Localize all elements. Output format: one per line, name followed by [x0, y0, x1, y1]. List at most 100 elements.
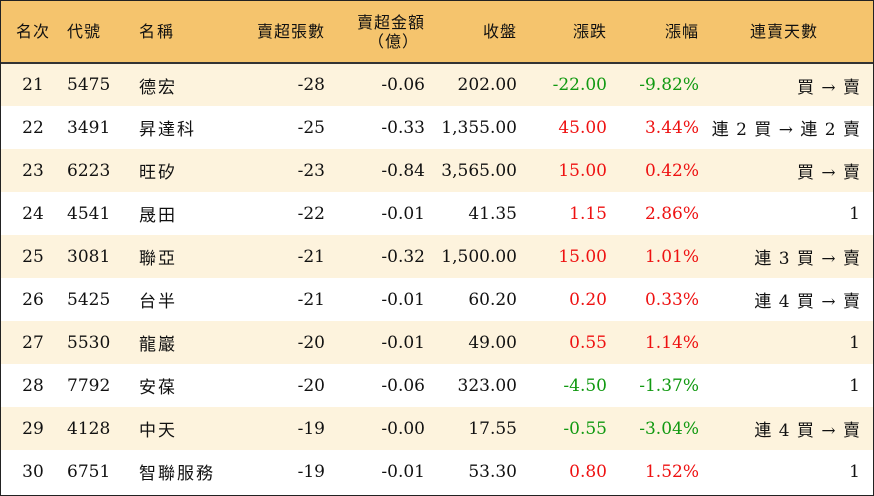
header-row: 名次 代號 名稱 賣超張數 賣超金額 （億） 收盤 漲跌 漲幅 連賣天數	[1, 1, 873, 64]
cell-rank: 27	[22, 332, 44, 353]
header-net-sell-amount-line2: （億）	[367, 31, 419, 51]
cell-net-sell-lots: -20	[297, 332, 325, 353]
cell-rank: 25	[22, 246, 44, 267]
cell-code: 5475	[67, 75, 111, 95]
table-row: 27 5530 龍巖 -20 -0.01 49.00 0.55 1.14% 1	[1, 321, 873, 364]
header-change: 漲跌	[525, 1, 615, 64]
cell-change-pct: 2.86%	[644, 203, 699, 224]
cell-rank: 22	[22, 117, 44, 138]
cell-change: 45.00	[558, 117, 607, 138]
cell-name: 台半	[139, 292, 177, 312]
cell-change: -22.00	[552, 75, 607, 95]
cell-net-sell-lots: -19	[297, 418, 325, 439]
cell-net-sell-lots: -22	[297, 203, 325, 224]
cell-code: 7792	[67, 375, 111, 396]
header-close: 收盤	[433, 1, 525, 64]
cell-consecutive-days: 連 4 買 → 賣	[754, 421, 861, 441]
cell-close: 1,500.00	[441, 246, 517, 267]
cell-rank: 29	[22, 418, 44, 439]
table-row: 24 4541 晟田 -22 -0.01 41.35 1.15 2.86% 1	[1, 192, 873, 235]
cell-net-sell-lots: -28	[297, 75, 325, 95]
cell-change: 1.15	[569, 203, 607, 224]
cell-net-sell-amount: -0.84	[381, 160, 425, 181]
cell-name: 旺矽	[139, 163, 177, 183]
cell-change-pct: -9.82%	[639, 75, 699, 95]
cell-change-pct: 1.14%	[644, 332, 699, 353]
cell-net-sell-amount: -0.01	[381, 332, 425, 353]
cell-change: -4.50	[563, 375, 607, 396]
cell-name: 晟田	[139, 206, 177, 226]
cell-code: 5530	[67, 332, 111, 353]
cell-name: 昇達科	[139, 120, 196, 140]
cell-code: 4128	[67, 418, 111, 439]
cell-change-pct: 0.33%	[644, 289, 699, 310]
cell-name: 龍巖	[139, 335, 177, 355]
cell-consecutive-days: 1	[849, 375, 861, 396]
cell-change: 0.20	[569, 289, 607, 310]
cell-net-sell-amount: -0.01	[381, 461, 425, 482]
table-row: 21 5475 德宏 -28 -0.06 202.00 -22.00 -9.82% 買 → 賣	[1, 63, 873, 106]
cell-code: 6751	[67, 461, 111, 482]
header-code: 代號	[65, 1, 133, 64]
cell-change: 0.80	[569, 461, 607, 482]
cell-net-sell-amount: -0.32	[381, 246, 425, 267]
table-row: 29 4128 中天 -19 -0.00 17.55 -0.55 -3.04% 連 4 買 → …	[1, 407, 873, 450]
cell-rank: 23	[22, 160, 44, 181]
cell-close: 1,355.00	[441, 117, 517, 138]
cell-change: -0.55	[563, 418, 607, 439]
cell-net-sell-amount: -0.00	[381, 418, 425, 439]
table-row: 22 3491 昇達科 -25 -0.33 1,355.00 45.00 3.44% 連 2 買…	[1, 106, 873, 149]
cell-consecutive-days: 1	[849, 203, 861, 224]
cell-code: 3081	[67, 246, 111, 267]
table-row: 23 6223 旺矽 -23 -0.84 3,565.00 15.00 0.42% 買 → 賣	[1, 149, 873, 192]
header-name: 名稱	[133, 1, 225, 64]
cell-code: 5425	[67, 289, 111, 310]
cell-rank: 28	[22, 375, 44, 396]
cell-name: 聯亞	[139, 249, 177, 269]
cell-rank: 30	[22, 461, 44, 482]
header-rank: 名次	[1, 1, 65, 64]
cell-net-sell-amount: -0.33	[381, 117, 425, 138]
cell-name: 德宏	[139, 77, 177, 98]
header-net-sell-amount: 賣超金額 （億）	[333, 1, 433, 64]
table-header: 名次 代號 名稱 賣超張數 賣超金額 （億） 收盤 漲跌 漲幅 連賣天數	[1, 1, 873, 64]
cell-net-sell-amount: -0.06	[381, 375, 425, 396]
table-row: 30 6751 智聯服務 -19 -0.01 53.30 0.80 1.52% 1	[1, 450, 873, 493]
cell-change: 15.00	[558, 160, 607, 181]
cell-consecutive-days: 1	[849, 332, 861, 353]
cell-change-pct: 1.52%	[644, 461, 699, 482]
cell-net-sell-amount: -0.01	[381, 289, 425, 310]
header-net-sell-lots: 賣超張數	[225, 1, 333, 64]
cell-change-pct: 0.42%	[644, 160, 699, 181]
header-net-sell-amount-line1: 賣超金額	[356, 12, 425, 32]
cell-net-sell-amount: -0.06	[381, 75, 425, 95]
cell-close: 17.55	[468, 418, 517, 439]
header-consecutive-days: 連賣天數	[707, 1, 873, 64]
cell-consecutive-days: 連 4 買 → 賣	[754, 292, 861, 312]
cell-change: 0.55	[569, 332, 607, 353]
cell-consecutive-days: 買 → 賣	[796, 163, 861, 183]
cell-change-pct: 3.44%	[644, 117, 699, 138]
cell-close: 323.00	[457, 375, 517, 396]
cell-close: 53.30	[468, 461, 517, 482]
cell-net-sell-lots: -20	[297, 375, 325, 396]
cell-change: 15.00	[558, 246, 607, 267]
cell-change-pct: 1.01%	[644, 246, 699, 267]
cell-name: 智聯服務	[139, 464, 215, 484]
table-row: 26 5425 台半 -21 -0.01 60.20 0.20 0.33% 連 4 買 → 賣	[1, 278, 873, 321]
cell-change-pct: -3.04%	[639, 418, 699, 439]
cell-net-sell-lots: -21	[297, 246, 325, 267]
cell-consecutive-days: 連 3 買 → 賣	[754, 249, 861, 269]
cell-name: 安葆	[139, 378, 177, 398]
cell-change-pct: -1.37%	[639, 375, 699, 396]
cell-code: 4541	[67, 203, 111, 224]
cell-consecutive-days: 連 2 買 → 連 2 賣	[711, 120, 861, 140]
cell-net-sell-amount: -0.01	[381, 203, 425, 224]
cell-net-sell-lots: -21	[297, 289, 325, 310]
cell-net-sell-lots: -19	[297, 461, 325, 482]
cell-code: 3491	[67, 117, 111, 138]
cell-net-sell-lots: -25	[297, 117, 325, 138]
